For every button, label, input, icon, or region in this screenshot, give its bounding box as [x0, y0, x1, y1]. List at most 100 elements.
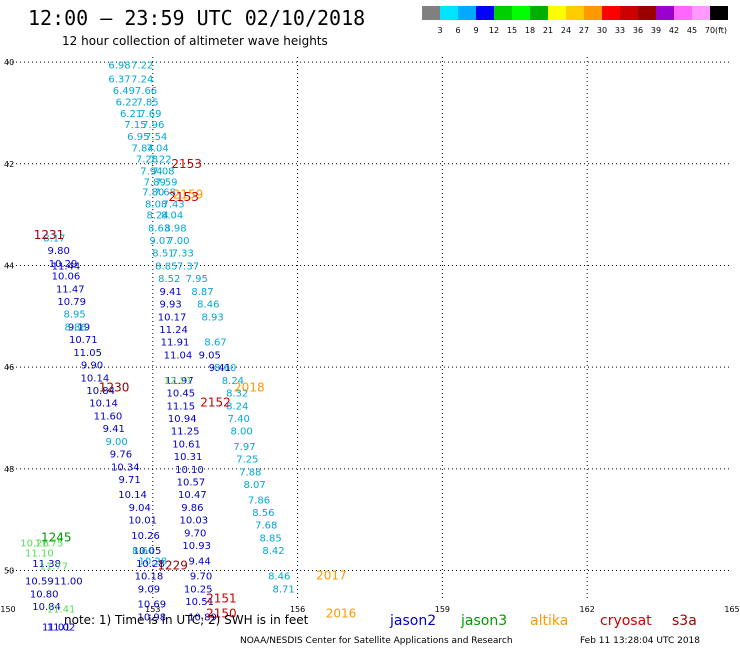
- wave-height-value: 10.18: [135, 572, 164, 583]
- wave-height-value: 10.84: [32, 602, 61, 613]
- wave-height-value: 10.94: [168, 414, 197, 425]
- lon-tick-label: 150: [0, 605, 15, 614]
- wave-height-value: 10.14: [118, 490, 147, 501]
- wave-height-value: 10.79: [57, 297, 86, 308]
- pass-time-label: 2150: [206, 607, 237, 621]
- note-text: note: 1) Time is in UTC; 2) SWH is in fe…: [64, 613, 309, 627]
- timestamp-text: Feb 11 13:28:04 UTC 2018: [580, 636, 700, 646]
- pass-time-label: 2153: [168, 190, 199, 204]
- wave-height-value: 8.60: [214, 363, 236, 374]
- lon-tick-label: 153: [145, 605, 160, 614]
- wave-height-value: 8.71: [272, 584, 294, 595]
- wave-height-value: 6.21: [120, 109, 142, 120]
- pass-time-label: 2153: [171, 157, 202, 171]
- wave-height-value: 7.95: [186, 274, 208, 285]
- wave-height-value: 8.98: [164, 223, 186, 234]
- legend-swatch: [710, 6, 728, 20]
- lat-tick-label: 44: [4, 261, 14, 270]
- wave-height-value: 9.93: [160, 300, 182, 311]
- wave-height-value: 11.04: [164, 350, 193, 361]
- legend-label: 21: [543, 26, 553, 35]
- wave-height-value: 10.06: [52, 272, 81, 283]
- wave-height-value: 7.54: [145, 132, 167, 143]
- wave-height-value: 8.00: [230, 427, 252, 438]
- wave-height-value: 8.56: [252, 508, 274, 519]
- wave-height-value: 11.25: [171, 427, 200, 438]
- satellite-label-altika: altika: [530, 613, 568, 629]
- axis-ticks: 40 42 44 46 48 50 150 153 156 159 162 165: [0, 58, 739, 614]
- wave-height-value: 6.95: [127, 132, 149, 143]
- wave-height-value: 7.68: [154, 188, 176, 199]
- legend-swatch: [512, 6, 530, 20]
- pass-time-label: 2018: [234, 380, 265, 394]
- legend-label: 15: [507, 26, 517, 35]
- wave-height-value: 10.17: [158, 312, 187, 323]
- wave-height-value: 7.08: [152, 166, 174, 177]
- wave-height-value: 8.17: [43, 233, 65, 244]
- map-grid: [8, 57, 732, 601]
- wave-height-value: 11.24: [159, 325, 188, 336]
- legend-swatch: [566, 6, 584, 20]
- color-legend: 3 6 9 12 15 18 21 24 27 30 33 36 39 42 45 70 (ft): [422, 6, 728, 35]
- legend-swatch: [620, 6, 638, 20]
- wave-height-value: 7.24: [131, 74, 153, 85]
- legend-label: 39: [651, 26, 661, 35]
- pass-time-label: 2151: [206, 591, 237, 605]
- wave-height-value: 7.66: [135, 86, 157, 97]
- wave-height-value: 10.51: [185, 597, 214, 608]
- wave-height-value: 7.00: [167, 236, 189, 247]
- wave-height-value: 11.75: [35, 539, 64, 550]
- legend-label: 30: [597, 26, 607, 35]
- legend-label: 27: [579, 26, 589, 35]
- pass-time-label: 1231: [34, 228, 65, 242]
- wave-height-value: 7.43: [162, 199, 184, 210]
- legend-label: 36: [633, 26, 643, 35]
- wave-height-value: 10.84: [86, 386, 115, 397]
- wave-height-value: 7.94: [140, 166, 162, 177]
- wave-height-value: 10.45: [166, 389, 195, 400]
- wave-height-value: 9.70: [190, 572, 212, 583]
- wave-height-value: 7.69: [139, 109, 161, 120]
- legend-label: 9: [473, 26, 478, 35]
- wave-height-value: 9.71: [118, 475, 140, 486]
- wave-height-value: 7.97: [233, 442, 255, 453]
- wave-height-value: 11.77: [40, 561, 69, 572]
- wave-height-value: 9.44: [188, 556, 210, 567]
- wave-height-value: 8.24: [226, 401, 248, 412]
- wave-height-value: 11.91: [161, 338, 190, 349]
- wave-height-value: 10.28: [138, 556, 167, 567]
- wave-height-value: 9.41: [160, 287, 182, 298]
- wave-height-value: 10.57: [177, 478, 206, 489]
- wave-height-value: 6.22: [116, 98, 138, 109]
- wave-height-value: 10.26: [131, 531, 160, 542]
- wave-height-value: 11.01: [42, 622, 71, 633]
- wave-height-value: 10.69: [138, 600, 167, 611]
- legend-label: 18: [525, 26, 535, 35]
- lat-tick-label: 40: [4, 58, 14, 67]
- wave-height-value: 9.76: [110, 450, 132, 461]
- wave-height-value: 7.40: [228, 414, 250, 425]
- wave-height-value: 7.84: [132, 143, 154, 154]
- wave-height-value: 11.00: [54, 577, 83, 588]
- wave-height-value: 10.31: [174, 452, 203, 463]
- lon-tick-label: 162: [580, 605, 595, 614]
- credit-text: NOAA/NESDIS Center for Satellite Applica…: [240, 636, 513, 646]
- wave-height-value: 11.41: [47, 605, 76, 616]
- lat-tick-label: 50: [4, 566, 14, 575]
- wave-height-value: 7.37: [177, 261, 199, 272]
- wave-height-value: 8.63: [148, 223, 170, 234]
- wave-height-value: 10.10: [175, 465, 204, 476]
- wave-height-value: 10.29: [49, 259, 78, 270]
- wave-height-value: 10.05: [133, 546, 162, 557]
- wave-height-value: 8.67: [204, 338, 226, 349]
- wave-height-value: 8.95: [63, 310, 85, 321]
- wave-height-value: 7.96: [142, 120, 164, 131]
- legend-swatch: [656, 6, 674, 20]
- wave-height-value: 7.15: [124, 120, 146, 131]
- wave-height-value: 8.85: [155, 261, 177, 272]
- wave-height-value: 10.93: [182, 541, 211, 552]
- wave-height-value: 8.85: [259, 533, 281, 544]
- wave-height-value: 6.37: [108, 74, 130, 85]
